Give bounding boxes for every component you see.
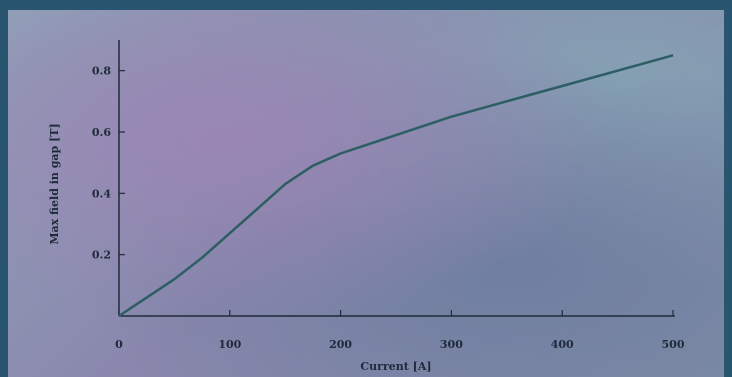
x-tick-label: 500 <box>662 338 685 351</box>
y-tick-label: 0.6 <box>92 126 111 139</box>
x-axis-title: Current [A] <box>360 360 431 373</box>
x-tick-label: 0 <box>115 338 123 351</box>
x-axis-ticks: 0 100 200 300 400 500 <box>115 310 685 351</box>
x-tick-label: 200 <box>329 338 352 351</box>
y-tick-label: 0.2 <box>92 249 111 262</box>
y-axis-ticks: 0.2 0.4 0.6 0.8 <box>92 65 125 262</box>
x-tick-label: 300 <box>440 338 463 351</box>
series-line <box>118 54 674 318</box>
x-tick-label: 100 <box>218 338 241 351</box>
y-tick-label: 0.8 <box>92 65 111 78</box>
y-tick-label: 0.4 <box>92 187 111 200</box>
y-axis-title: Max field in gap [T] <box>48 123 61 244</box>
x-tick-label: 400 <box>551 338 574 351</box>
